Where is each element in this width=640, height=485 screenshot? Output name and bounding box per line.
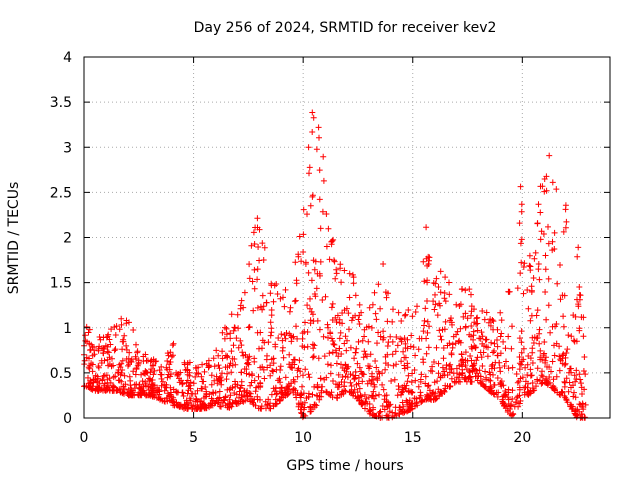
series-srmtid-points [81,109,589,421]
grid-lines [84,57,610,418]
y-tick-label: 1 [63,321,72,337]
x-tick-label: 15 [404,430,422,446]
x-tick-label: 10 [294,430,312,446]
y-tick-label: 3.5 [50,95,72,111]
y-tick-label: 4 [63,50,72,66]
axis-ticks: 0 5 10 15 20 0 0.5 1 1.5 2 2.5 3 3.5 4 [50,50,610,446]
x-axis-label: GPS time / hours [286,458,403,474]
chart-title: Day 256 of 2024, SRMTID for receiver kev… [194,20,497,36]
plot-frame [83,56,611,419]
y-tick-label: 1.5 [50,276,72,292]
x-tick-label: 0 [80,430,89,446]
y-tick-label: 0.5 [50,366,72,382]
y-tick-label: 2.5 [50,185,72,201]
x-tick-label: 5 [189,430,198,446]
y-tick-label: 3 [63,140,72,156]
y-tick-label: 0 [63,411,72,427]
y-axis-label: SRMTID / TECUs [6,182,22,295]
data-points [81,109,589,421]
x-tick-label: 20 [513,430,531,446]
y-tick-label: 2 [63,231,72,247]
